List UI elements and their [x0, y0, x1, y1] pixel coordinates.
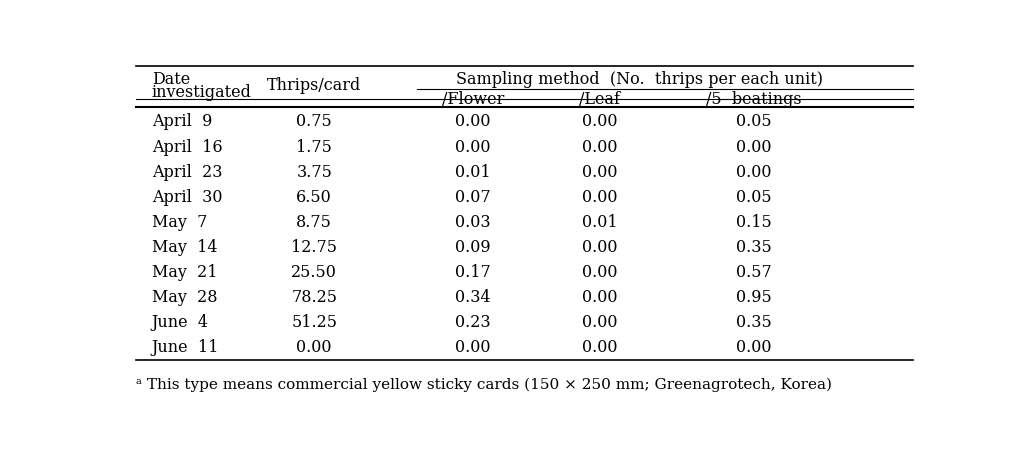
Text: April  9: April 9 [151, 114, 212, 131]
Text: 0.17: 0.17 [455, 264, 491, 281]
Text: May  21: May 21 [151, 264, 217, 281]
Text: 0.00: 0.00 [582, 339, 617, 356]
Text: 0.00: 0.00 [455, 339, 490, 356]
Text: Date: Date [151, 71, 190, 88]
Text: June  4: June 4 [151, 314, 209, 331]
Text: 0.00: 0.00 [582, 189, 617, 206]
Text: 0.00: 0.00 [582, 264, 617, 281]
Text: April  30: April 30 [151, 189, 222, 206]
Text: 0.00: 0.00 [582, 289, 617, 306]
Text: 8.75: 8.75 [297, 213, 332, 231]
Text: 78.25: 78.25 [292, 289, 338, 306]
Text: 0.09: 0.09 [455, 239, 491, 256]
Text: 1.75: 1.75 [297, 138, 332, 156]
Text: 0.03: 0.03 [455, 213, 491, 231]
Text: 0.35: 0.35 [737, 314, 772, 331]
Text: 0.23: 0.23 [455, 314, 491, 331]
Text: /Flower: /Flower [442, 91, 504, 108]
Text: May  7: May 7 [151, 213, 207, 231]
Text: June  11: June 11 [151, 339, 219, 356]
Text: 0.07: 0.07 [455, 189, 491, 206]
Text: 0.00: 0.00 [455, 138, 490, 156]
Text: 12.75: 12.75 [292, 239, 338, 256]
Text: 0.95: 0.95 [737, 289, 772, 306]
Text: 0.00: 0.00 [582, 314, 617, 331]
Text: 0.01: 0.01 [582, 213, 618, 231]
Text: May  28: May 28 [151, 289, 217, 306]
Text: 0.57: 0.57 [737, 264, 772, 281]
Text: 0.05: 0.05 [737, 189, 772, 206]
Text: 0.00: 0.00 [737, 138, 772, 156]
Text: May  14: May 14 [151, 239, 217, 256]
Text: April  23: April 23 [151, 164, 222, 180]
Text: /5  beatings: /5 beatings [707, 91, 802, 108]
Text: 0.00: 0.00 [582, 138, 617, 156]
Text: 0.00: 0.00 [582, 114, 617, 131]
Text: 0.34: 0.34 [455, 289, 491, 306]
Text: 0.00: 0.00 [737, 164, 772, 180]
Text: April  16: April 16 [151, 138, 222, 156]
Text: 0.75: 0.75 [297, 114, 332, 131]
Text: 51.25: 51.25 [292, 314, 338, 331]
Text: ᵃ This type means commercial yellow sticky cards (150 × 250 mm; Greenagrotech, K: ᵃ This type means commercial yellow stic… [136, 377, 832, 392]
Text: 0.15: 0.15 [737, 213, 772, 231]
Text: 0.00: 0.00 [737, 339, 772, 356]
Text: /Leaf: /Leaf [579, 91, 620, 108]
Text: Sampling method  (No.  thrips per each unit): Sampling method (No. thrips per each uni… [456, 71, 822, 88]
Text: 6.50: 6.50 [297, 189, 332, 206]
Text: 0.00: 0.00 [455, 114, 490, 131]
Text: 3.75: 3.75 [297, 164, 332, 180]
Text: 25.50: 25.50 [292, 264, 338, 281]
Text: 0.35: 0.35 [737, 239, 772, 256]
Text: 0.00: 0.00 [582, 164, 617, 180]
Text: 0.05: 0.05 [737, 114, 772, 131]
Text: 0.01: 0.01 [455, 164, 491, 180]
Text: Thrips/card: Thrips/card [267, 77, 361, 94]
Text: 0.00: 0.00 [582, 239, 617, 256]
Text: 0.00: 0.00 [297, 339, 331, 356]
Text: investigated: investigated [151, 84, 252, 101]
